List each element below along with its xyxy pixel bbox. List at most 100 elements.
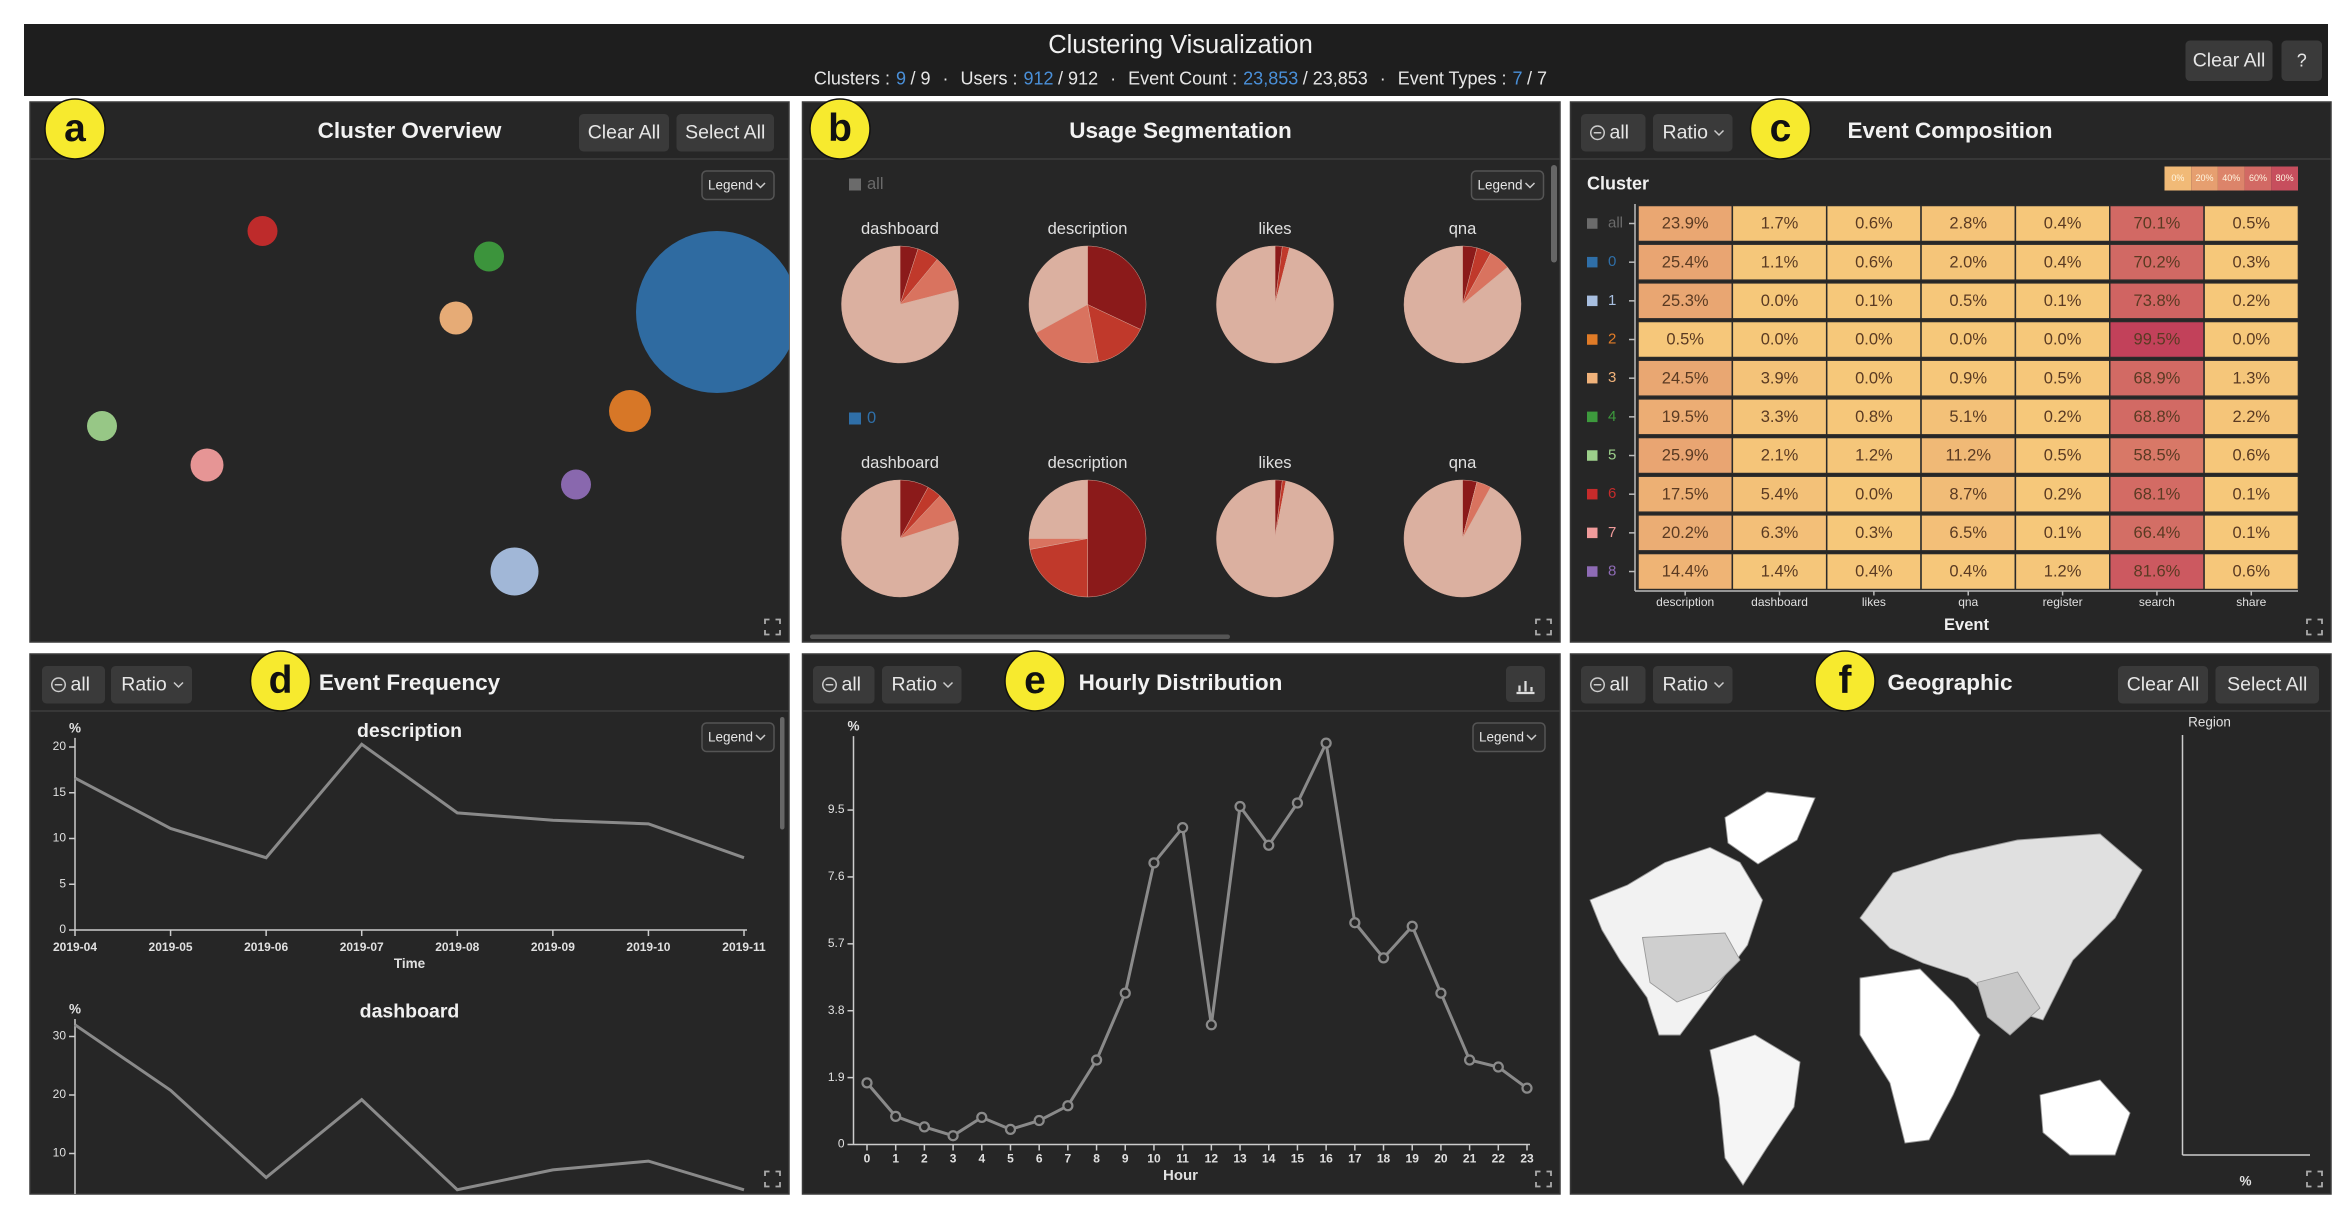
x-axis-title: Event [1944, 616, 1989, 634]
legend-toggle[interactable]: Legend [701, 722, 775, 753]
expand-icon[interactable] [764, 1170, 781, 1188]
legend-toggle[interactable]: Legend [701, 170, 775, 201]
panel-bg [29, 653, 790, 1195]
y-axis-label: % [847, 719, 859, 734]
button[interactable]: all [813, 666, 875, 704]
button[interactable]: Ratio [1653, 666, 1733, 704]
button-label: all [1610, 674, 1630, 696]
heatmap-cell [1825, 398, 1922, 436]
heatmap-cell [2203, 552, 2300, 591]
heatmap-cell [2014, 514, 2111, 552]
cell-value: 0.4% [2044, 253, 2082, 271]
button[interactable]: all [1581, 666, 1646, 704]
button-bg [701, 170, 775, 201]
country-region[interactable] [1724, 791, 1816, 865]
button[interactable]: Clear All [2118, 666, 2208, 704]
legend-toggle[interactable]: Legend [1472, 722, 1546, 753]
row-label: 8 [1608, 562, 1616, 579]
x-tick-label: 16 [1319, 1152, 1333, 1166]
cell-value: 1.4% [1761, 563, 1799, 581]
data-point [861, 1077, 873, 1089]
pie-label: qna [1449, 454, 1477, 472]
data-point [1349, 917, 1361, 929]
stat-label: Clusters : [814, 68, 890, 88]
row-swatch [1587, 527, 1598, 539]
y-tick-label: 7.6 [828, 869, 845, 883]
country-region[interactable] [2039, 1079, 2131, 1156]
stat-label: Event Count : [1128, 68, 1237, 88]
x-tick-label: 19 [1406, 1152, 1420, 1166]
cluster-bubble[interactable] [609, 390, 651, 432]
heatmap-cell [1920, 320, 2017, 359]
button[interactable]: Ratio [111, 666, 192, 704]
row-swatch [1587, 334, 1598, 345]
cell-value: 2.0% [1949, 253, 1987, 271]
expand-icon[interactable] [764, 618, 781, 636]
data-point [1435, 987, 1447, 999]
expand-icon[interactable] [2306, 618, 2323, 636]
cluster-bubble[interactable] [561, 469, 591, 500]
panel-badge [809, 98, 871, 160]
stat-total: / 9 [910, 68, 930, 88]
cluster-bubble[interactable] [439, 301, 473, 335]
country-region[interactable] [1641, 932, 1741, 1003]
button-bg [2215, 666, 2319, 704]
button[interactable]: all [1581, 114, 1646, 152]
button[interactable]: all [42, 666, 105, 704]
cell-value: 99.5% [2134, 331, 2181, 349]
world-map [1589, 791, 2143, 1186]
button[interactable]: Ratio [1653, 114, 1733, 152]
heatmap-cell [1637, 320, 1734, 359]
cluster-bubble[interactable] [190, 448, 224, 482]
column-label: description [1656, 595, 1714, 609]
button[interactable]: ? [2281, 40, 2323, 82]
data-point [1320, 737, 1332, 749]
cell-value: 8.7% [1949, 485, 1987, 503]
panel-a: Cluster Overview a Clear All Select All Lege… [29, 98, 798, 643]
chart-type-button[interactable] [1506, 666, 1545, 702]
bubble-layer [87, 216, 798, 596]
panel-d: Event Frequency d all Ratio Legend 0 5 10 15 20% d… [29, 650, 790, 1195]
button[interactable]: Clear All [2185, 40, 2273, 82]
chart-layer: 0 5 10 15 20% description 2019-04 2019-05 2019-0… [53, 720, 766, 1194]
data-point [1263, 839, 1275, 851]
country-region[interactable] [1859, 968, 1981, 1144]
panel-badge-letter: e [1024, 659, 1046, 702]
panel-title: Usage Segmentation [1069, 118, 1292, 143]
country-region[interactable] [1709, 1034, 1801, 1186]
country-region[interactable] [1976, 971, 2041, 1036]
data-point [1377, 952, 1390, 964]
heatmap-cell [1731, 320, 1828, 359]
chevron-icon [755, 182, 766, 189]
button[interactable]: Ratio [882, 666, 962, 704]
y-tick-label: 1.9 [828, 1070, 845, 1084]
legend-toggle[interactable]: Legend [1470, 170, 1545, 201]
cluster-bubble[interactable] [636, 231, 798, 393]
button[interactable]: Clear All [579, 114, 669, 152]
cluster-bubble[interactable] [87, 411, 117, 441]
cluster-bubble[interactable] [490, 547, 539, 596]
cluster-bubble[interactable] [474, 241, 504, 272]
cluster-bubble[interactable] [247, 216, 278, 246]
panel-badge-letter: f [1839, 659, 1853, 702]
button[interactable]: Select All [2215, 666, 2320, 704]
expand-icon[interactable] [2306, 1170, 2323, 1188]
expand-icon[interactable] [1535, 618, 1552, 636]
panel-badge-letter: b [828, 107, 852, 150]
country-region[interactable] [1859, 833, 2143, 1021]
data-line [74, 742, 745, 860]
heatmap-cell [2014, 282, 2111, 320]
expand-icon[interactable] [1535, 1170, 1552, 1188]
x-tick-label: 2019-10 [626, 940, 670, 954]
cell-value: 0.0% [1949, 331, 1987, 349]
x-tick-label: 2019-09 [531, 940, 575, 954]
button-label: Clear All [2127, 674, 2200, 696]
cell-value: 0.0% [1761, 331, 1799, 349]
x-tick-label: 6 [1036, 1152, 1043, 1166]
button[interactable]: Select All [676, 114, 775, 152]
stat-label: Users : [960, 68, 1017, 88]
cell-value: 2.1% [1761, 447, 1799, 465]
heatmap-cell [2203, 514, 2300, 552]
